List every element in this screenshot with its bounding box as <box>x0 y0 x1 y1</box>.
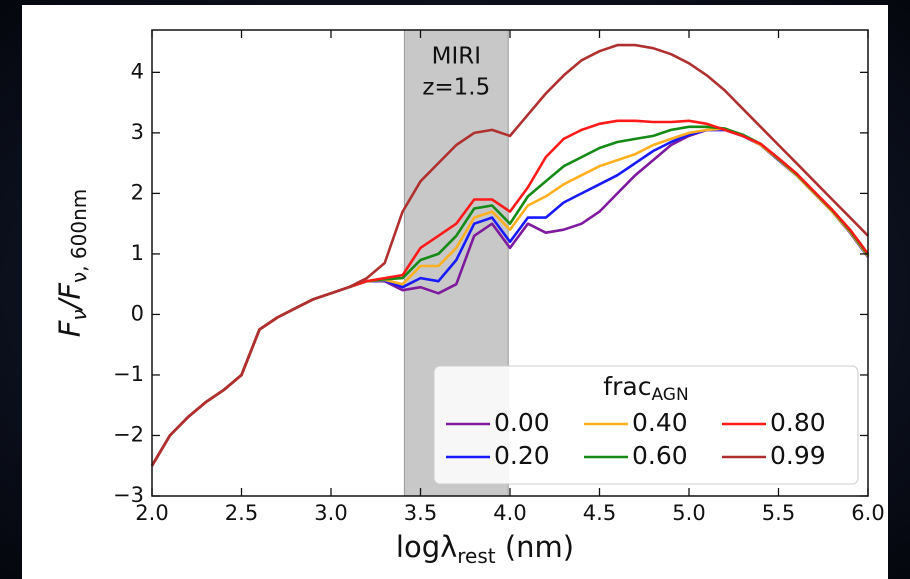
x-tick-label: 4.0 <box>493 501 526 525</box>
legend-box <box>433 365 859 485</box>
x-tick-label: 6.0 <box>851 501 884 525</box>
legend-title: fracAGN <box>603 372 688 405</box>
x-tick-label: 5.0 <box>672 501 705 525</box>
x-label-sub: rest <box>457 544 496 568</box>
y-tick-label: −1 <box>113 362 144 386</box>
y-tick-label: −2 <box>113 422 144 446</box>
plot-area: MIRI z=1.5 2.0 2.5 3.0 3.5 4.0 4.5 5.0 5.5 6.0 −3 −2… <box>113 29 885 525</box>
legend-label: 0.20 <box>494 441 550 470</box>
x-tick-label: 3.5 <box>404 501 437 525</box>
x-tick-label: 2.0 <box>135 501 168 525</box>
legend-label: 0.80 <box>770 408 826 437</box>
y-label-s1: ν <box>67 309 91 320</box>
x-label-tail: (nm) <box>496 530 574 564</box>
y-tick-label: 1 <box>131 241 144 265</box>
x-tick-label: 4.5 <box>583 501 616 525</box>
legend-title-sub: AGN <box>651 385 688 405</box>
y-tick-label: −3 <box>113 483 144 507</box>
legend-title-main: frac <box>603 372 651 401</box>
x-tick-label: 3.0 <box>314 501 347 525</box>
x-tick-label: 2.5 <box>225 501 258 525</box>
x-tick-label: 5.5 <box>762 501 795 525</box>
y-tick-label: 2 <box>131 180 144 204</box>
shade-label: z=1.5 <box>422 75 490 101</box>
legend-label: 0.60 <box>632 441 688 470</box>
y-label-f1: F <box>53 319 87 337</box>
x-axis-label: logλrest (nm) <box>396 530 574 568</box>
y-tick-label: 3 <box>131 120 144 144</box>
shade-label: MIRI <box>432 44 481 70</box>
y-tick-label: 4 <box>131 59 144 83</box>
legend-label: 0.40 <box>632 408 688 437</box>
y-label-f2: /F <box>53 282 87 313</box>
y-axis-label: Fν/Fν, 600nm <box>53 189 91 338</box>
legend-label: 0.00 <box>494 408 550 437</box>
x-label-main: logλ <box>396 530 457 564</box>
legend-label: 0.99 <box>770 441 826 470</box>
series-line <box>150 43 869 467</box>
y-tick-label: 0 <box>131 301 144 325</box>
y-label-s2: ν, 600nm <box>67 189 91 283</box>
